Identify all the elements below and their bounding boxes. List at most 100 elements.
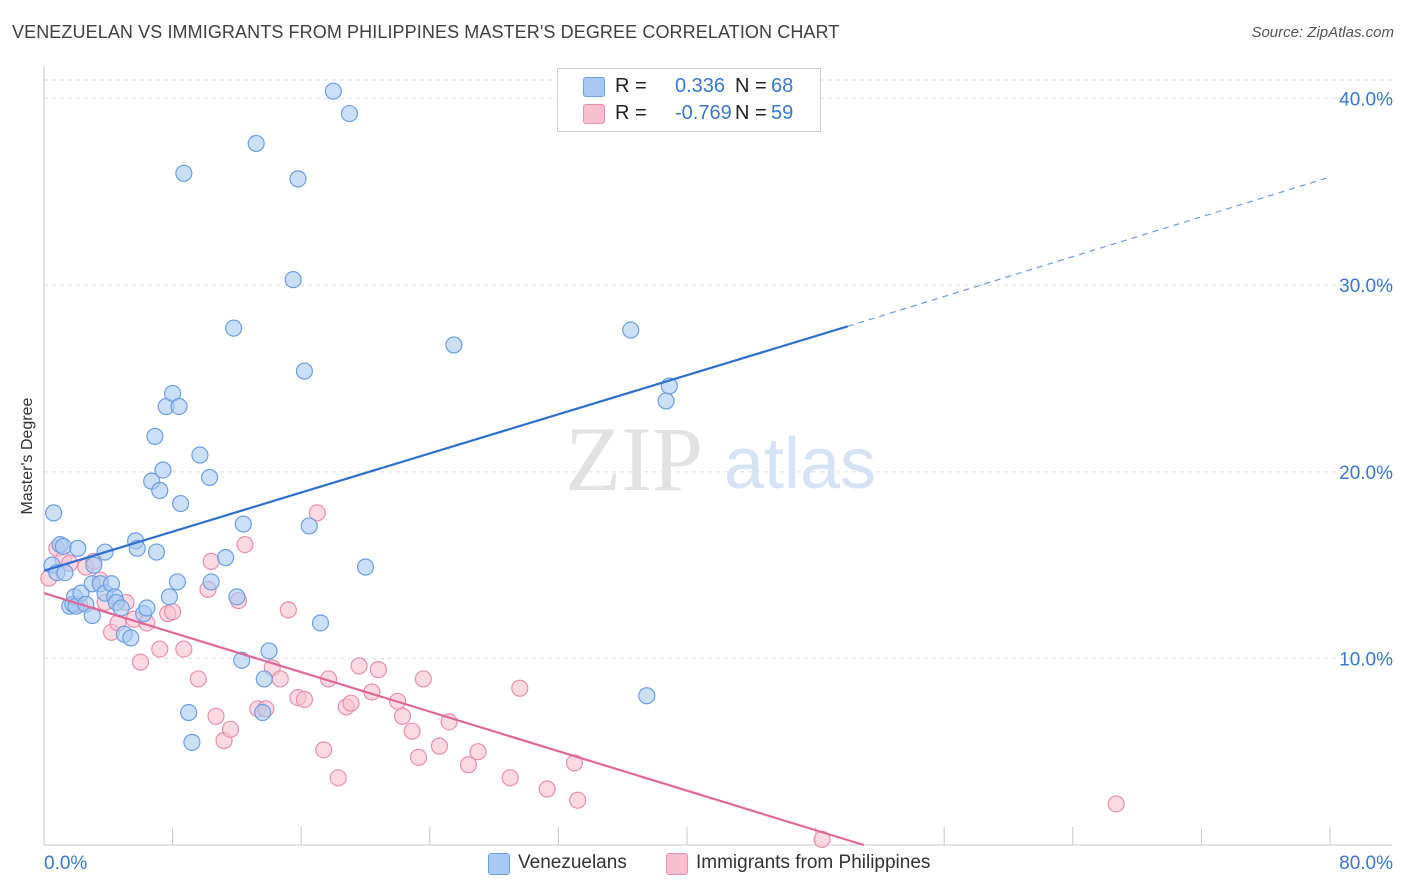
watermark-atlas: atlas — [724, 424, 876, 504]
philippines-point — [308, 504, 326, 522]
venezuelans-point — [217, 549, 235, 567]
venezuelans-point — [228, 588, 246, 606]
philippines-point — [164, 603, 182, 621]
legend-swatch-venezuelans — [583, 77, 605, 97]
tick-labels: 10.0% 20.0% 30.0% 40.0% 0.0% 80.0% — [44, 90, 1393, 874]
philippines-point — [175, 640, 193, 658]
venezuelans-point — [260, 642, 278, 660]
philippines-point — [569, 791, 587, 809]
venezuelans-point — [622, 321, 640, 339]
legend-swatch-philippines — [583, 104, 605, 124]
philippines-point — [189, 670, 207, 688]
philippines-point — [459, 756, 477, 774]
philippines-trend-line — [43, 592, 865, 847]
philippines-point — [430, 737, 449, 755]
legend-r-label: R = — [615, 75, 647, 97]
series-venezuelans-points — [43, 82, 678, 751]
philippines-point — [565, 754, 584, 772]
correlation-legend: R = 0.336 N = 68 R = -0.769 N = 59 — [557, 68, 821, 132]
venezuelans-point — [138, 599, 156, 617]
x-tick-label: 0.0% — [44, 853, 87, 874]
legend-swatch-philippines — [666, 853, 688, 875]
venezuelans-point — [657, 392, 675, 410]
venezuelans-point — [300, 517, 318, 535]
philippines-point — [295, 690, 314, 709]
legend-n-value: 59 — [771, 102, 794, 124]
venezuelans-trend-extension — [847, 176, 1331, 327]
y-tick-label: 20.0% — [1339, 463, 1393, 484]
venezuelans-point — [356, 558, 375, 576]
legend-n-label: N = — [735, 102, 767, 124]
venezuelans-point — [147, 543, 166, 561]
venezuelans-point — [112, 599, 130, 617]
grid-layer — [44, 79, 1392, 659]
watermark-zip: ZIP — [565, 408, 703, 510]
axis-layer — [43, 66, 1392, 846]
philippines-point — [207, 707, 225, 725]
venezuelans-point — [233, 651, 251, 669]
legend-label-venezuelans: Venezuelans — [518, 852, 627, 873]
venezuelans-point — [175, 164, 193, 182]
venezuelans-point — [54, 537, 72, 556]
venezuelans-point — [146, 427, 164, 445]
source-credit: Source: ZipAtlas.com — [1251, 24, 1394, 41]
x-tick-label: 80.0% — [1339, 853, 1393, 874]
philippines-point — [501, 769, 519, 787]
venezuelans-point — [172, 494, 190, 513]
philippines-point — [393, 707, 412, 725]
philippines-point — [403, 722, 421, 740]
y-tick-label: 40.0% — [1339, 90, 1393, 111]
philippines-point — [342, 694, 360, 712]
philippines-point — [538, 780, 556, 798]
chart-title: VENEZUELAN VS IMMIGRANTS FROM PHILIPPINE… — [12, 22, 840, 42]
series-philippines-points — [40, 504, 1125, 849]
philippines-point — [131, 653, 150, 671]
venezuelans-point — [168, 573, 187, 591]
philippines-point — [369, 661, 387, 679]
philippines-point — [151, 640, 169, 658]
venezuelans-point — [170, 397, 188, 416]
venezuelans-point — [225, 319, 243, 337]
legend-n-label: N = — [735, 75, 767, 97]
venezuelans-point — [160, 588, 178, 606]
philippines-point — [221, 720, 240, 738]
venezuelans-point — [445, 336, 463, 354]
venezuelans-point — [247, 134, 265, 153]
venezuelans-point — [151, 481, 169, 500]
philippines-point — [329, 769, 347, 787]
legend-r-label: R = — [615, 102, 647, 124]
venezuelans-point — [234, 515, 252, 533]
venezuelans-point — [85, 556, 103, 574]
venezuelans-point — [183, 733, 201, 751]
philippines-point — [279, 601, 297, 619]
legend-swatch-venezuelans — [488, 853, 510, 875]
venezuelans-point — [154, 461, 172, 479]
venezuelans-point — [191, 446, 209, 464]
venezuelans-point — [284, 271, 302, 289]
philippines-point — [350, 657, 368, 675]
philippines-point — [511, 679, 529, 697]
philippines-point — [414, 670, 432, 688]
venezuelans-point — [324, 82, 342, 100]
legend-n-value: 68 — [771, 75, 794, 97]
venezuelans-trend-line — [43, 325, 849, 572]
philippines-point — [409, 748, 428, 766]
philippines-point — [236, 535, 254, 554]
venezuelans-point — [202, 573, 220, 591]
y-tick-label: 30.0% — [1339, 276, 1393, 297]
venezuelans-point — [254, 703, 272, 722]
venezuelans-point — [45, 504, 63, 522]
venezuelans-point — [180, 703, 198, 722]
venezuelans-point — [289, 170, 307, 188]
venezuelans-point — [340, 104, 359, 123]
legend-r-value: -0.769 — [675, 102, 732, 124]
venezuelans-point — [255, 670, 273, 688]
venezuelans-point — [295, 362, 314, 380]
venezuelans-point — [122, 629, 140, 647]
venezuelans-point — [200, 468, 219, 487]
legend-label-philippines: Immigrants from Philippines — [696, 852, 931, 873]
legend-r-value: 0.336 — [675, 75, 726, 97]
philippines-point — [315, 741, 333, 759]
venezuelans-point — [638, 687, 656, 705]
